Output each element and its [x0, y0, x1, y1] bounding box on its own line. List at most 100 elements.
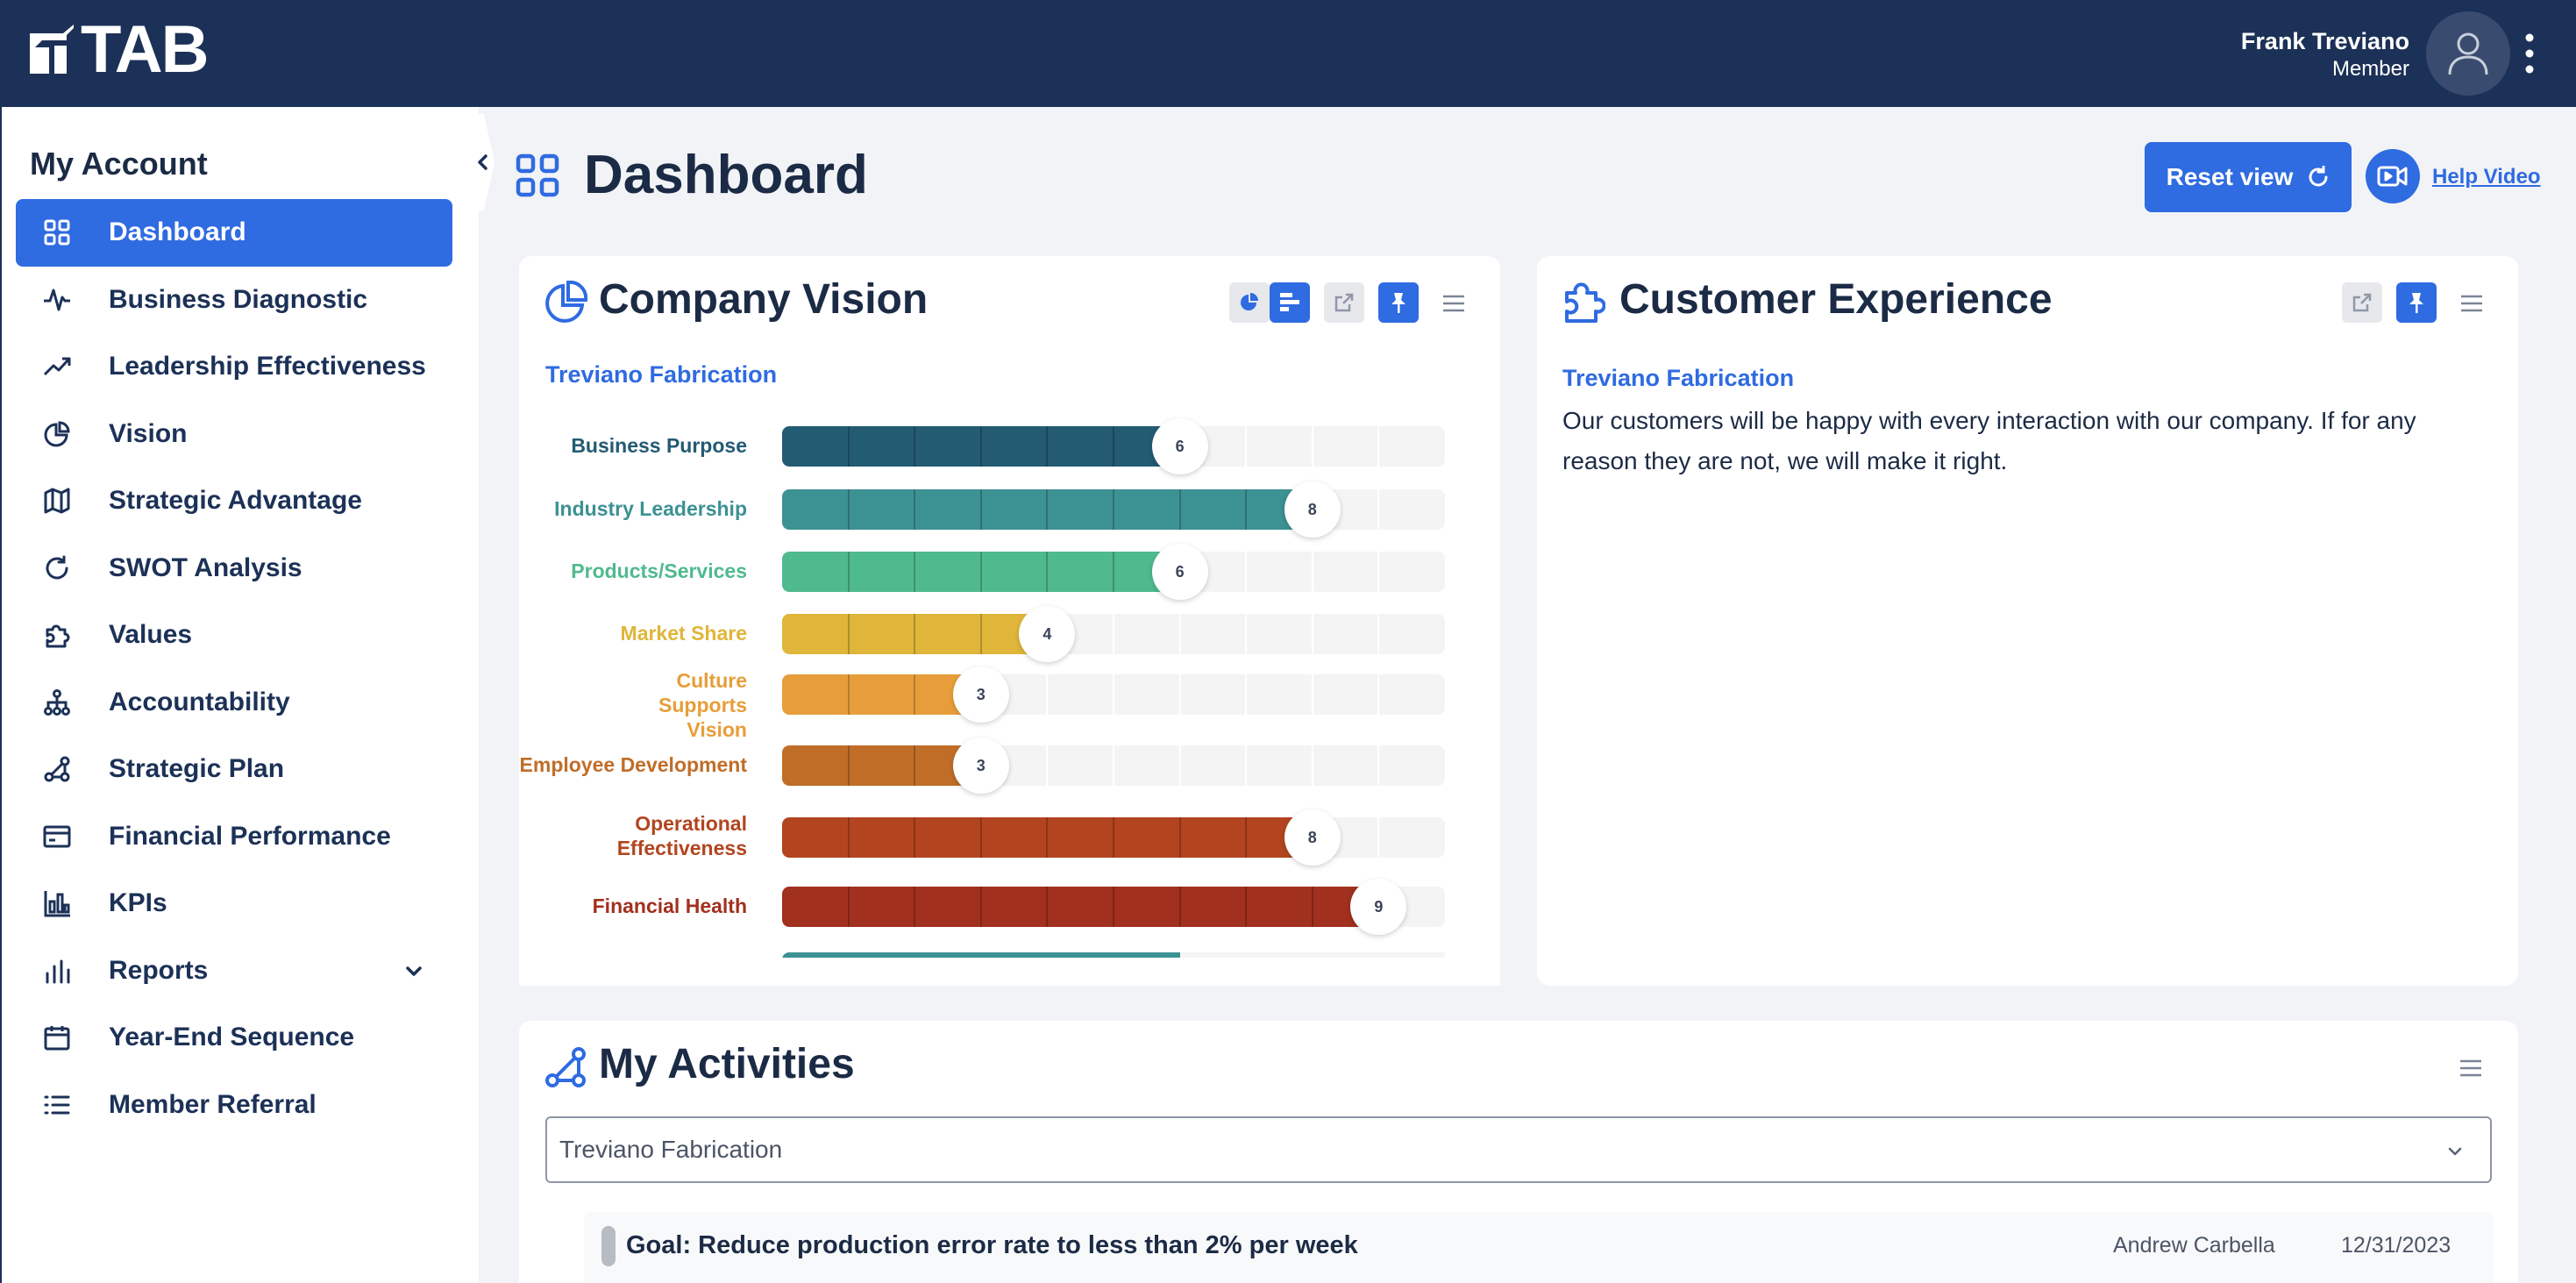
sidebar-item-year-end-sequence[interactable]: Year-End Sequence: [16, 1004, 452, 1072]
chevron-down-icon[interactable]: [403, 960, 424, 981]
sidebar-item-leadership-effectiveness[interactable]: Leadership Effectiveness: [16, 333, 452, 401]
help-video-link[interactable]: Help Video: [2432, 165, 2541, 189]
more-vertical-icon[interactable]: [2516, 32, 2543, 75]
company-select[interactable]: Treviano Fabrication: [545, 1116, 2492, 1183]
bar-gridline: [1311, 426, 1313, 467]
bar-label: Industry Leadership: [554, 497, 747, 520]
bar-segment-divider: [847, 745, 850, 786]
sidebar-item-vision[interactable]: Vision: [16, 401, 452, 468]
bar-gridline: [1377, 817, 1380, 858]
menu-icon[interactable]: [2459, 1058, 2483, 1079]
sidebar-item-strategic-advantage[interactable]: Strategic Advantage: [16, 467, 452, 535]
company-select-value: Treviano Fabrication: [559, 1136, 783, 1163]
sidebar-item-financial-performance[interactable]: Financial Performance: [16, 803, 452, 871]
bar[interactable]: [782, 745, 981, 786]
logo-text: TAB: [81, 12, 210, 87]
help-video-button[interactable]: [2366, 149, 2420, 203]
sidebar-item-dashboard[interactable]: Dashboard: [16, 199, 452, 267]
puzzle-icon: [42, 620, 72, 650]
bar-gridline: [847, 489, 850, 530]
bar-chart-icon: [42, 888, 72, 918]
bar[interactable]: [782, 674, 981, 715]
grid-icon: [42, 217, 72, 247]
bar-gridline: [1311, 887, 1313, 927]
menu-icon[interactable]: [1441, 293, 1466, 314]
pie-chart-icon: [42, 419, 72, 449]
company-name: Treviano Fabrication: [545, 361, 778, 388]
bar-gridline: [1178, 745, 1181, 786]
chevron-left-icon[interactable]: [473, 149, 491, 175]
route-icon: [42, 754, 72, 784]
bar-gridline: [1113, 745, 1114, 786]
bar-label: Products/Services: [571, 560, 747, 582]
bar-label: Financial Health: [592, 895, 747, 917]
bar-gridline: [1377, 426, 1380, 467]
bar-view-toggle[interactable]: [1270, 282, 1310, 323]
bar-track: [782, 817, 1445, 858]
bar-gridline: [847, 674, 850, 715]
bar-segment-divider: [914, 552, 916, 592]
sidebar-item-values[interactable]: Values: [16, 602, 452, 669]
card-title: Customer Experience: [1619, 276, 2053, 323]
bar-segment-divider: [1113, 489, 1114, 530]
bar-gridline: [1377, 887, 1380, 927]
sidebar-item-strategic-plan[interactable]: Strategic Plan: [16, 736, 452, 803]
menu-icon[interactable]: [2459, 293, 2484, 314]
chart-overflow-cut: [519, 958, 1500, 986]
bar-gridline: [1245, 817, 1248, 858]
company-name: Treviano Fabrication: [1562, 365, 1795, 391]
drag-handle[interactable]: [601, 1226, 616, 1266]
sidebar-item-accountability[interactable]: Accountability: [16, 669, 452, 737]
sidebar-item-label: KPIs: [109, 888, 167, 918]
bar-gridline: [1311, 674, 1313, 715]
pie-view-toggle[interactable]: [1229, 282, 1270, 323]
bar[interactable]: [782, 552, 1180, 592]
open-external-button[interactable]: [1324, 282, 1364, 323]
sidebar-item-label: Strategic Plan: [109, 754, 285, 784]
reset-view-button[interactable]: Reset view: [2145, 142, 2352, 212]
page-header: Dashboard: [516, 144, 868, 206]
avatar[interactable]: [2426, 11, 2510, 96]
bar-chart-horizontal-icon: [1280, 293, 1299, 311]
bar-segment-divider: [1113, 887, 1114, 927]
pin-button[interactable]: [2396, 282, 2437, 323]
bar-segment-divider: [1311, 887, 1313, 927]
user-info[interactable]: Frank Treviano Member: [2241, 26, 2409, 82]
sidebar-item-swot-analysis[interactable]: SWOT Analysis: [16, 535, 452, 602]
list-icon: [42, 1090, 72, 1120]
sidebar-item-reports[interactable]: Reports: [16, 937, 452, 1005]
sidebar-item-kpis[interactable]: KPIs: [16, 870, 452, 937]
bar-gridline: [914, 426, 916, 467]
sidebar-item-member-referral[interactable]: Member Referral: [16, 1072, 452, 1139]
bar[interactable]: [782, 489, 1313, 530]
activity-row[interactable]: Goal: Reduce production error rate to le…: [584, 1212, 2494, 1283]
bar-segment-divider: [914, 674, 916, 715]
sidebar-item-label: Strategic Advantage: [109, 486, 362, 516]
map-icon: [42, 486, 72, 516]
bar-gridline: [1113, 426, 1114, 467]
tab-logo[interactable]: TAB: [28, 12, 210, 87]
bar-track: [782, 614, 1445, 654]
bar-gridline: [1245, 745, 1248, 786]
bar[interactable]: [782, 426, 1180, 467]
bar-gridline: [914, 489, 916, 530]
customer-experience-card: Customer Experience Treviano Fabrication: [1537, 256, 2518, 986]
bar-segment-divider: [1046, 817, 1049, 858]
calendar-icon: [42, 1023, 72, 1052]
bar-gridline: [979, 614, 982, 654]
bar-gridline: [979, 745, 982, 786]
open-external-button[interactable]: [2342, 282, 2382, 323]
bar-gridline: [1311, 745, 1313, 786]
sidebar-item-business-diagnostic[interactable]: Business Diagnostic: [16, 267, 452, 334]
bar[interactable]: [782, 614, 1048, 654]
bar-gridline: [847, 817, 850, 858]
pin-button[interactable]: [1378, 282, 1419, 323]
bar[interactable]: [782, 887, 1379, 927]
bar-segment-divider: [979, 426, 982, 467]
bar-gridline: [914, 817, 916, 858]
reset-view-label: Reset view: [2166, 163, 2294, 190]
bar[interactable]: [782, 817, 1313, 858]
logo-mark-icon: [30, 25, 74, 74]
bar-segment-divider: [979, 552, 982, 592]
user-role: Member: [2331, 57, 2409, 81]
